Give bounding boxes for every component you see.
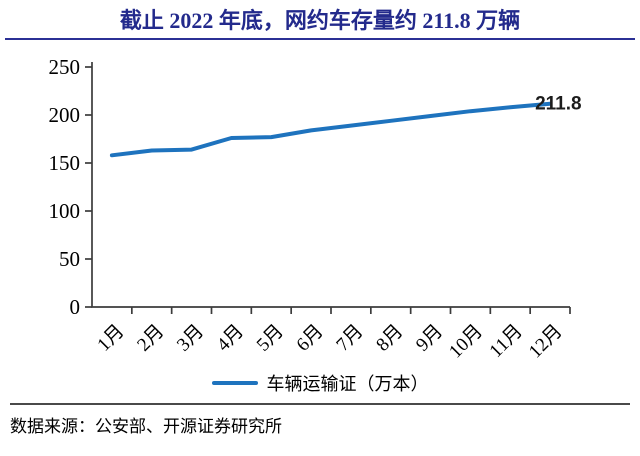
title-underline: [5, 37, 635, 40]
x-tick-label: 1月: [93, 320, 128, 355]
line-chart: 0 50 100 150 200 250 1月 2月 3月 4月 5月 6月 7月 8月 9月 10月 11月 1…: [0, 41, 640, 371]
axis-spines: [91, 61, 570, 308]
x-tick-label: 4月: [213, 320, 248, 355]
x-tick-label: 11月: [486, 320, 527, 361]
x-tick-label: 7月: [332, 320, 367, 355]
chart-title: 截止 2022 年底，网约车存量约 211.8 万辆: [119, 8, 521, 33]
y-tick-label: 200: [49, 103, 81, 127]
x-tick-label: 5月: [253, 320, 288, 355]
chart-legend: 车辆运输证（万本）: [0, 371, 640, 395]
x-tick-label: 6月: [293, 320, 328, 355]
x-tick-label: 9月: [412, 320, 447, 355]
last-value-annotation: 211.8: [535, 93, 582, 114]
y-tick-label: 100: [49, 199, 81, 223]
chart-canvas: 0 50 100 150 200 250 1月 2月 3月 4月 5月 6月 7月 8月 9月10月11月1…: [49, 55, 582, 362]
x-tick-label: 10月: [445, 320, 487, 362]
y-tick-label: 150: [49, 151, 81, 175]
legend-label: 车辆运输证（万本）: [266, 373, 429, 394]
x-tick-label: 3月: [173, 320, 208, 355]
source-divider: [10, 402, 630, 405]
x-tick-label: 12月: [525, 320, 567, 362]
y-tick-label: 250: [49, 55, 81, 79]
x-tick-label: 8月: [372, 320, 407, 355]
y-tick-label: 50: [59, 247, 80, 271]
y-tick-label: 0: [70, 295, 81, 319]
data-source-text: 数据来源：公安部、开源证券研究所: [10, 416, 282, 436]
x-tick-label: 2月: [133, 320, 168, 355]
legend-line-swatch: [211, 380, 258, 385]
data-line-series: [109, 101, 553, 157]
